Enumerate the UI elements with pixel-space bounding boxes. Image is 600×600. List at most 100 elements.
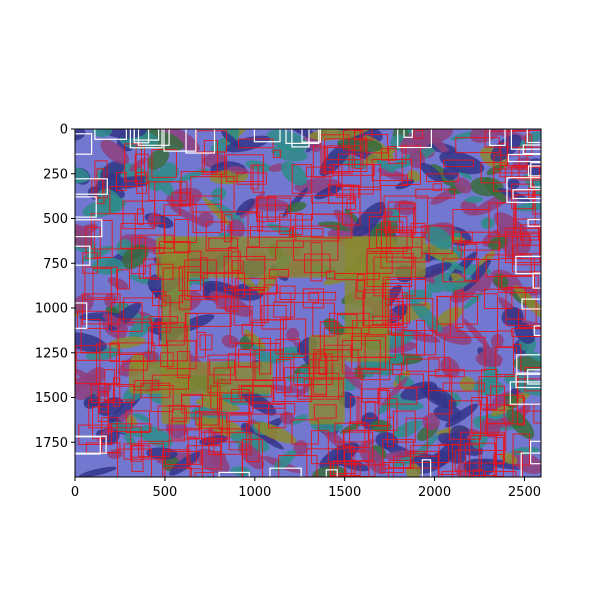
- bounding-box: [341, 163, 381, 191]
- bounding-box: [382, 282, 411, 324]
- bounding-box: [218, 398, 250, 430]
- bounding-box: [139, 234, 174, 249]
- bounding-box: [122, 200, 155, 230]
- bounding-box: [383, 195, 429, 233]
- bounding-box: [329, 312, 370, 335]
- segment-region: [107, 449, 123, 459]
- segment-region: [102, 312, 129, 332]
- bounding-box: [428, 374, 453, 415]
- segment-region: [488, 235, 508, 251]
- bounding-box: [200, 412, 223, 433]
- segment-region: [253, 421, 297, 444]
- bounding-box: [186, 445, 222, 470]
- bounding-box: [226, 413, 252, 422]
- bounding-box: [323, 344, 352, 358]
- bounding-box: [269, 467, 302, 477]
- bounding-box: [125, 410, 150, 433]
- bounding-box: [261, 304, 287, 330]
- bounding-box: [157, 405, 201, 431]
- bounding-box: [511, 236, 541, 273]
- bounding-box: [443, 336, 486, 372]
- bounding-box: [373, 256, 416, 297]
- bounding-box: [500, 142, 508, 166]
- x-axis: 0 500 1000 1500 2000 2500: [71, 477, 541, 500]
- segment-region: [426, 131, 451, 157]
- segment-region: [344, 236, 390, 362]
- bounding-box: [151, 374, 189, 390]
- bounding-box: [512, 451, 523, 477]
- bounding-box: [222, 211, 263, 231]
- bounding-box: [238, 138, 274, 149]
- bounding-box: [409, 450, 439, 469]
- bounding-box: [279, 318, 307, 358]
- bounding-box: [365, 401, 376, 419]
- bounding-box: [275, 292, 319, 303]
- segment-region: [384, 399, 424, 411]
- bounding-box: [104, 369, 116, 402]
- bounding-box: [246, 422, 260, 463]
- bounding-box: [123, 443, 164, 460]
- bounding-box: [238, 349, 252, 367]
- bounding-box: [256, 196, 276, 222]
- bounding-box: [246, 247, 277, 261]
- bounding-box: [180, 171, 222, 205]
- bounding-box: [345, 464, 389, 477]
- bounding-box: [137, 208, 145, 225]
- y-tick-label: 750: [43, 257, 68, 272]
- bounding-box: [77, 310, 109, 329]
- bounding-box: [275, 338, 300, 355]
- bounding-box: [452, 209, 490, 244]
- segment-region: [147, 148, 170, 170]
- bounding-box: [184, 312, 232, 327]
- bounding-box: [158, 295, 171, 333]
- bounding-box: [310, 242, 323, 282]
- segment-region: [420, 162, 443, 182]
- bounding-box: [216, 295, 232, 309]
- bounding-box: [289, 228, 324, 237]
- bounding-box: [217, 379, 254, 414]
- segment-region: [86, 400, 104, 408]
- bounding-box: [527, 369, 541, 385]
- bounding-box: [117, 318, 153, 354]
- bounding-box: [460, 431, 505, 464]
- bounding-box: [227, 353, 261, 368]
- segment-region: [243, 329, 266, 349]
- bounding-box: [203, 272, 245, 298]
- bounding-box: [154, 181, 181, 216]
- segment-region: [227, 166, 249, 175]
- bounding-box: [176, 351, 191, 379]
- segment-region: [133, 412, 150, 423]
- bounding-box: [405, 417, 428, 455]
- segment-region: [79, 466, 117, 477]
- bounding-box: [160, 352, 174, 368]
- bounding-box: [84, 266, 118, 300]
- segment-region: [221, 130, 242, 149]
- bounding-box: [116, 269, 130, 290]
- bounding-box: [513, 244, 541, 266]
- segment-region: [210, 451, 227, 467]
- bounding-box: [399, 203, 417, 235]
- bounding-box: [413, 129, 424, 139]
- bounding-box: [511, 183, 535, 210]
- segment-region: [450, 425, 470, 439]
- bounding-box: [356, 397, 398, 431]
- bounding-box: [391, 298, 434, 336]
- bounding-box: [403, 129, 413, 138]
- bounding-box: [133, 129, 160, 141]
- bounding-box: [164, 467, 192, 477]
- bounding-box: [207, 354, 254, 394]
- segment-region: [486, 164, 504, 176]
- y-tick-label: 1750: [35, 436, 68, 451]
- bounding-box: [415, 188, 456, 199]
- bounding-box: [515, 255, 541, 275]
- bounding-box: [131, 237, 146, 275]
- bounding-box: [521, 298, 541, 310]
- segment-region: [503, 373, 541, 396]
- bounding-box: [308, 359, 320, 374]
- segment-region: [107, 277, 129, 290]
- bounding-box: [174, 219, 189, 253]
- segment-region: [462, 318, 491, 350]
- bounding-box: [233, 288, 265, 326]
- segment-region: [465, 196, 484, 203]
- bounding-box: [75, 196, 97, 218]
